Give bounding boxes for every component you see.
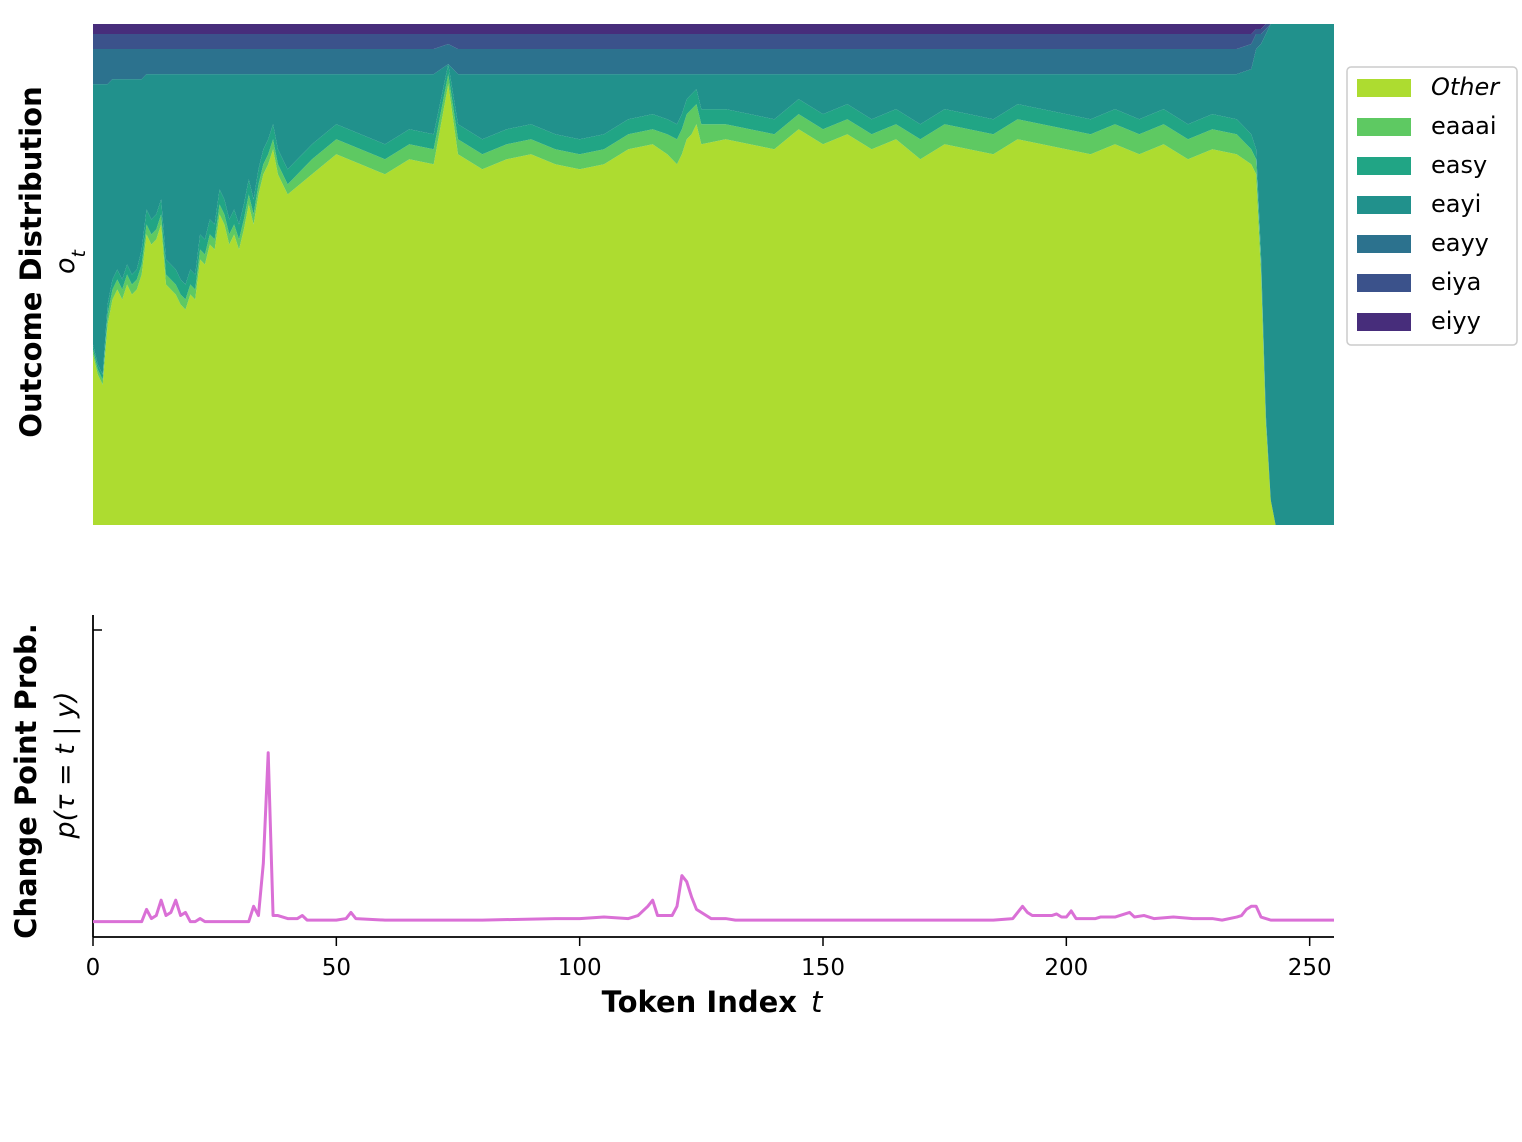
x-ticks: 0 50 100 150 200 250 [86,937,1332,981]
legend-label-eayy: eayy [1431,229,1489,257]
legend-swatch-other [1357,79,1411,97]
area-ylabel: Outcome Distribution [14,86,48,437]
x-tick-label-0: 0 [86,955,101,981]
line-ylabel: Change Point Prob. [9,623,43,939]
legend-label-eayi: eayi [1431,190,1481,218]
legend-swatch-eayi [1357,196,1411,214]
xlabel-text: Token Index [602,985,798,1019]
legend-label-eiya: eiya [1431,268,1481,296]
area-layer-eayy [93,24,1334,85]
x-tick-label-50: 50 [322,955,351,981]
line-xlabel: Token Index t [602,985,824,1019]
legend-label-eiyy: eiyy [1431,307,1481,335]
area-ylabel-sub: ot [50,248,90,274]
legend-swatch-eaaai [1357,118,1411,136]
line-panel: 0 50 100 150 200 250 Change Point Prob. p(τ =… [9,615,1334,1019]
line-ylabel-sub: p(τ = t | y) [50,691,81,839]
legend-swatch-eiya [1357,274,1411,292]
area-panel: Outcome Distribution ot Other eaaai easy ea… [14,24,1518,526]
change-point-line [93,751,1334,924]
legend-swatch-easy [1357,157,1411,175]
legend: Other eaaai easy eayi eayy eiya eiyy [1346,66,1518,346]
x-tick-label-150: 150 [801,955,845,981]
area-layer-eiyy [93,24,1334,35]
area-layers [93,24,1334,526]
legend-swatch-eiyy [1357,313,1411,331]
x-tick-label-250: 250 [1288,955,1332,981]
legend-items: Other eaaai easy eayi eayy eiya eiyy [1357,73,1501,335]
area-layer-eiya [93,24,1334,50]
area-layer-other [93,84,1334,526]
legend-label-other: Other [1431,73,1501,101]
legend-label-eaaai: eaaai [1431,112,1497,140]
legend-label-easy: easy [1431,151,1487,179]
x-tick-label-100: 100 [558,955,602,981]
legend-swatch-eayy [1357,235,1411,253]
x-tick-label-200: 200 [1044,955,1088,981]
xlabel-var: t [811,985,824,1019]
